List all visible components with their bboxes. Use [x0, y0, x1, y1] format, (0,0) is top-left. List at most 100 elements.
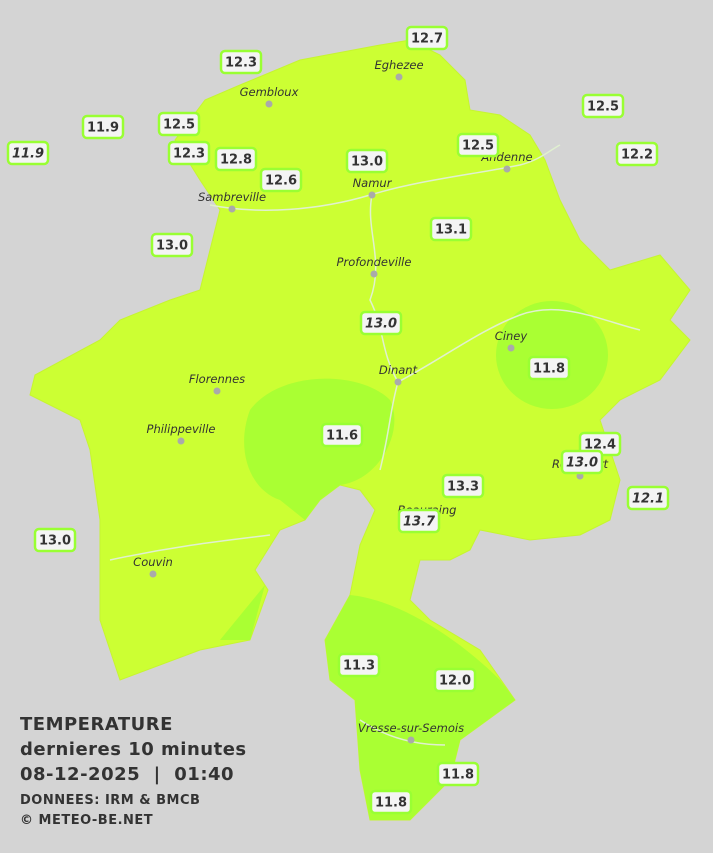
- station-box: [615, 141, 659, 167]
- city-label: Namur: [353, 176, 393, 190]
- info-block: TEMPERATURE dernieres 10 minutes 08-12-2…: [20, 712, 247, 831]
- station-box: [337, 652, 381, 678]
- info-subtitle: dernieres 10 minutes: [20, 739, 247, 760]
- station: 13.3: [441, 473, 485, 499]
- city-dot: [149, 570, 157, 578]
- station-box: [33, 527, 77, 553]
- station: 13.0: [33, 527, 77, 553]
- station-box: [405, 25, 449, 51]
- station-box: [527, 355, 571, 381]
- city-label: Florennes: [189, 372, 245, 386]
- station-box: [441, 473, 485, 499]
- station: 12.6: [259, 167, 303, 193]
- station-box: [429, 216, 473, 242]
- station-value: 13.1: [435, 223, 467, 238]
- station-box: [397, 508, 441, 534]
- station-value: 12.8: [220, 153, 252, 168]
- station: 12.5: [581, 93, 625, 119]
- city-dot: [177, 437, 185, 445]
- station-box: [436, 761, 480, 787]
- station-value: 12.7: [411, 32, 443, 47]
- station: 13.0: [560, 449, 604, 475]
- station-value: 13.3: [447, 480, 479, 495]
- info-title: TEMPERATURE: [20, 714, 173, 735]
- station-box: [560, 449, 604, 475]
- station-value: 11.9: [12, 147, 44, 162]
- station: 11.3: [337, 652, 381, 678]
- station-value: 12.1: [632, 492, 664, 507]
- station: 12.7: [405, 25, 449, 51]
- station: 11.9: [6, 140, 50, 166]
- station-value: 11.8: [442, 768, 474, 783]
- station-value: 13.0: [365, 317, 397, 332]
- city-dot: [228, 205, 236, 213]
- city-label: Eghezee: [374, 58, 423, 72]
- station-box: [626, 485, 670, 511]
- station: 11.9: [81, 114, 125, 140]
- station: 12.2: [615, 141, 659, 167]
- station-box: [167, 140, 211, 166]
- station-box: [6, 140, 50, 166]
- station-value: 12.6: [265, 174, 297, 189]
- city-label: Philippeville: [147, 422, 216, 436]
- station-box: [81, 114, 125, 140]
- station: 12.3: [167, 140, 211, 166]
- station-value: 13.0: [39, 534, 71, 549]
- station-value: 11.6: [326, 429, 358, 444]
- river: [109, 144, 641, 746]
- station: 12.8: [214, 146, 258, 172]
- station: 13.0: [345, 148, 389, 174]
- station-value: 11.3: [343, 659, 375, 674]
- station-box: [433, 667, 477, 693]
- station-box: [359, 310, 403, 336]
- station-value: 12.4: [584, 438, 616, 453]
- station-box: [150, 232, 194, 258]
- station-box: [369, 789, 413, 815]
- city-label: Dinant: [379, 363, 418, 377]
- station-box: [259, 167, 303, 193]
- station-value: 12.5: [462, 139, 494, 154]
- station: 13.1: [429, 216, 473, 242]
- station-value: 12.5: [587, 100, 619, 115]
- station-value: 11.8: [375, 796, 407, 811]
- city-dot: [213, 387, 221, 395]
- station: 12.1: [626, 485, 670, 511]
- station-value: 11.9: [87, 121, 119, 136]
- station: 13.7: [397, 508, 441, 534]
- station-box: [157, 111, 201, 137]
- city-label: Sambreville: [198, 190, 266, 204]
- station-box: [320, 422, 364, 448]
- station: 11.8: [527, 355, 571, 381]
- station-value: 12.0: [439, 674, 471, 689]
- station-box: [214, 146, 258, 172]
- station-value: 12.3: [225, 56, 257, 71]
- cool-zone: [325, 595, 515, 820]
- station-value: 13.0: [351, 155, 383, 170]
- station: 12.0: [433, 667, 477, 693]
- info-source: DONNEES: IRM & BMCB: [20, 793, 201, 808]
- station-box: [456, 132, 500, 158]
- city-dot: [507, 344, 515, 352]
- city-label: Profondeville: [337, 255, 412, 269]
- station-value: 12.5: [163, 118, 195, 133]
- city-label: Vresse-sur-Semois: [358, 721, 464, 735]
- station: 11.6: [320, 422, 364, 448]
- station-value: 13.7: [403, 515, 436, 530]
- cool-zone: [220, 585, 265, 640]
- station-box: [581, 93, 625, 119]
- city-dot: [395, 73, 403, 81]
- city-label: Ciney: [495, 329, 528, 343]
- station: 11.8: [369, 789, 413, 815]
- info-datetime: 08-12-2025 | 01:40: [20, 764, 235, 785]
- station-value: 11.8: [533, 362, 565, 377]
- station-box: [345, 148, 389, 174]
- station: 13.0: [359, 310, 403, 336]
- station: 13.0: [150, 232, 194, 258]
- station-box: [219, 49, 263, 75]
- station-value: 12.3: [173, 147, 205, 162]
- station: 11.8: [436, 761, 480, 787]
- city-dot: [407, 736, 415, 744]
- station: 12.4: [578, 431, 622, 457]
